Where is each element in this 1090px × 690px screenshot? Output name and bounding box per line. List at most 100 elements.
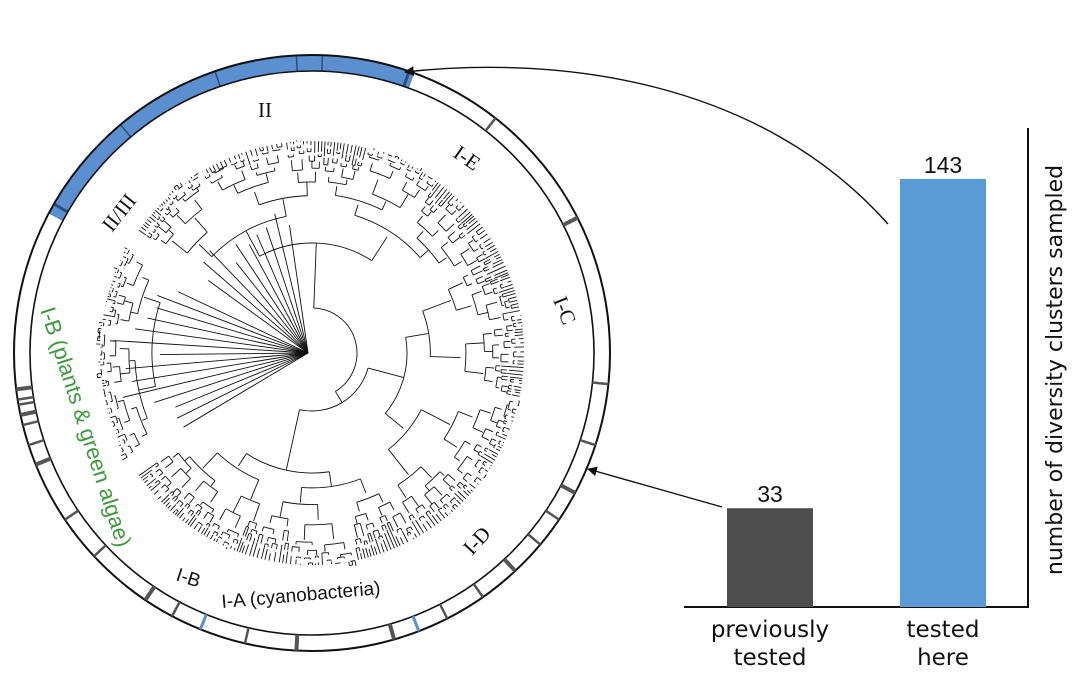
branch (129, 432, 135, 436)
branch (388, 521, 394, 532)
branch (147, 317, 309, 354)
branch-arc (335, 194, 383, 211)
branch-arc (397, 466, 422, 486)
branch-arc (437, 222, 447, 232)
branch-arc (449, 485, 453, 489)
branch (102, 385, 107, 387)
branch (440, 201, 446, 207)
branch (244, 526, 250, 537)
branch-arc (421, 210, 428, 217)
branch (422, 523, 428, 532)
branch (134, 443, 140, 448)
branch-arc (241, 495, 260, 505)
branch (155, 464, 159, 468)
branch (419, 249, 429, 258)
branch (206, 530, 211, 538)
branch-arc (120, 261, 124, 267)
branch (167, 505, 171, 509)
ring-marker (34, 456, 52, 467)
branch (246, 533, 250, 541)
branch (241, 152, 243, 155)
branch (188, 180, 191, 184)
branch-arc (214, 168, 224, 174)
branch (189, 517, 197, 527)
branch (462, 222, 466, 226)
branch (409, 531, 412, 535)
branch (389, 170, 394, 179)
branch (172, 510, 176, 514)
branch (153, 237, 156, 241)
branch (345, 179, 348, 185)
branch (152, 231, 155, 234)
branch-arc (325, 170, 334, 173)
branch-arc (506, 390, 508, 394)
branch-arc (119, 272, 123, 279)
branch (232, 495, 242, 513)
branch (239, 541, 244, 553)
branch (132, 352, 309, 382)
branch (411, 166, 414, 169)
branch (397, 484, 407, 499)
branch (405, 173, 408, 177)
branch-arc (490, 407, 496, 421)
branch (421, 206, 426, 212)
branch (511, 306, 519, 309)
branch-arc (124, 258, 129, 266)
branch-arc (263, 526, 275, 530)
branch (508, 388, 512, 390)
branch-arc (332, 162, 337, 164)
branch-arc (489, 281, 492, 285)
branch (334, 186, 338, 196)
branch (165, 488, 170, 493)
branch (138, 229, 147, 236)
branch-arc (249, 520, 257, 525)
branch (195, 480, 205, 492)
branch (381, 201, 387, 211)
branch (185, 518, 189, 524)
branch (286, 142, 288, 150)
branch (123, 251, 126, 254)
branch (130, 311, 138, 315)
branch (451, 485, 456, 489)
branch (377, 529, 381, 537)
branch (447, 200, 451, 204)
branch (168, 229, 174, 235)
branch (442, 505, 447, 510)
branch-arc (225, 508, 241, 517)
branch (285, 409, 300, 471)
ring-marker (484, 117, 497, 132)
branch (382, 539, 389, 552)
branch (217, 526, 220, 530)
branch (317, 504, 319, 520)
branch (253, 503, 261, 522)
branch (498, 445, 502, 449)
branch (120, 372, 130, 375)
branch (507, 280, 512, 283)
ring-marker (143, 585, 156, 602)
branch (360, 478, 367, 494)
branch (479, 233, 488, 240)
branch (485, 428, 494, 433)
branch-arc (504, 414, 507, 419)
branch (245, 231, 261, 257)
branch (495, 434, 498, 437)
branch (109, 310, 113, 313)
branch (479, 409, 491, 414)
branch (444, 512, 449, 517)
branch (433, 208, 438, 213)
branch-arc (110, 362, 112, 372)
branch (271, 543, 273, 549)
branch (356, 552, 359, 560)
branch (313, 243, 317, 309)
branch-arc (417, 222, 433, 237)
ring-marker (472, 583, 484, 598)
band-divider (53, 202, 69, 214)
branch (454, 456, 460, 462)
branch (113, 340, 309, 354)
branch-arc (510, 305, 513, 309)
branch-arc (468, 243, 475, 252)
branch (285, 551, 288, 564)
branch-arc (237, 181, 269, 194)
branch-arc (449, 497, 455, 502)
branch (381, 535, 384, 539)
